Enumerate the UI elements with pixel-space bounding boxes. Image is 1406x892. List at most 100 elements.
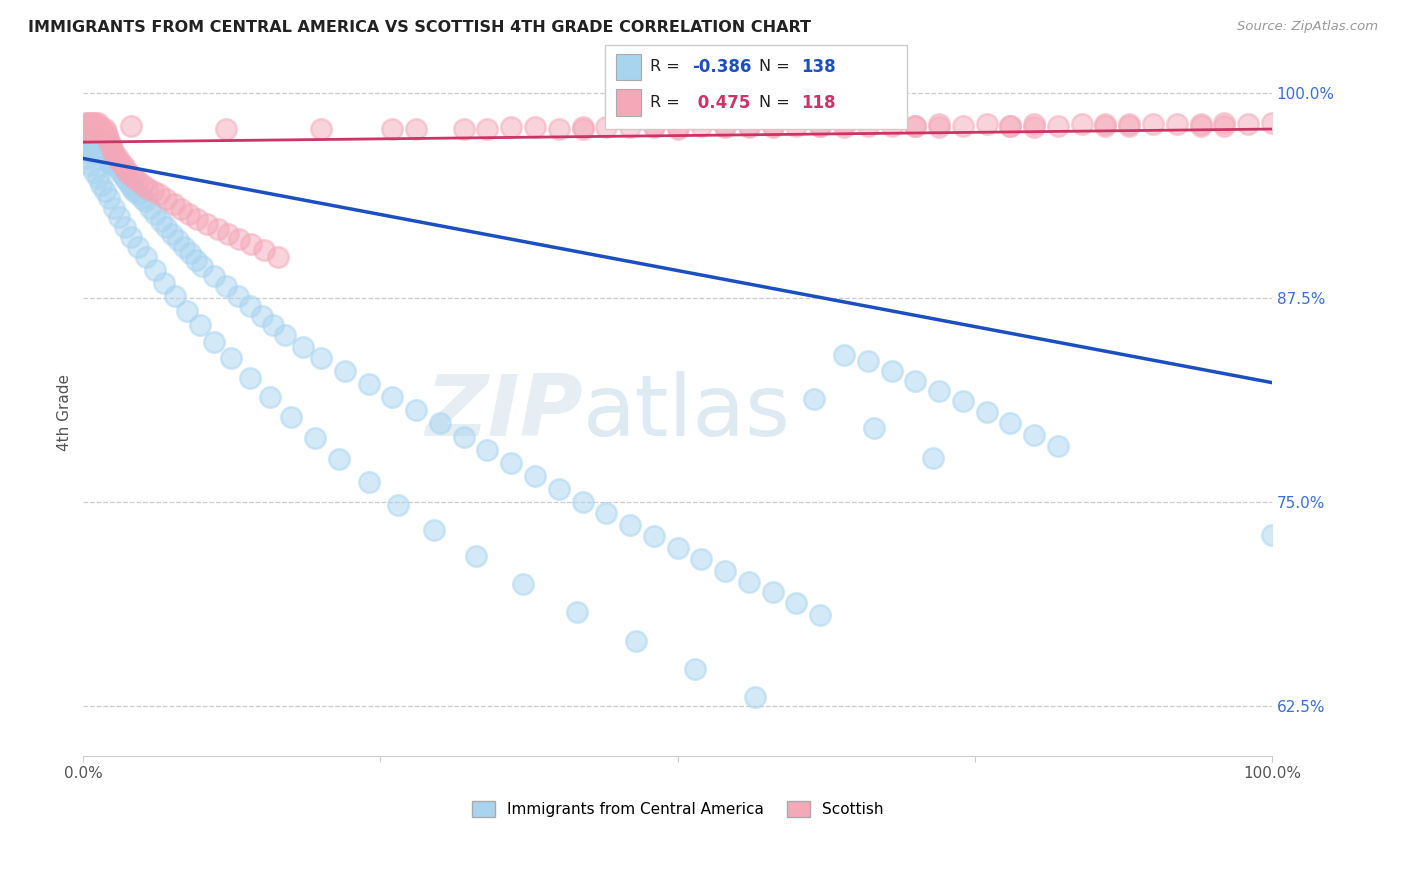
Point [80, 125, 103, 139]
Point [571, 120, 593, 135]
Point [803, 392, 825, 406]
Point [89, 122, 111, 136]
Point [856, 119, 879, 133]
Point [215, 122, 238, 136]
Point [86, 125, 108, 139]
Point [89, 138, 111, 153]
Point [107, 152, 129, 166]
Point [93, 125, 115, 139]
Point [76, 152, 98, 166]
Point [84, 138, 107, 153]
Point [1189, 119, 1212, 133]
Point [136, 181, 159, 195]
Point [186, 252, 208, 267]
Point [188, 318, 211, 333]
Point [785, 596, 807, 610]
Point [82, 122, 104, 136]
Point [744, 690, 766, 704]
Point [785, 119, 807, 133]
Point [101, 154, 124, 169]
Point [595, 507, 617, 521]
Point [1118, 119, 1140, 133]
Point [1213, 119, 1236, 133]
Point [101, 145, 124, 159]
Point [90, 135, 112, 149]
Point [127, 174, 149, 188]
Point [86, 142, 108, 156]
Point [501, 456, 523, 470]
Point [904, 119, 927, 133]
Point [328, 452, 350, 467]
Point [250, 309, 273, 323]
Point [1261, 115, 1284, 129]
Point [104, 148, 127, 162]
Point [77, 115, 100, 129]
Point [333, 364, 356, 378]
Legend: Immigrants from Central America, Scottish: Immigrants from Central America, Scottis… [465, 796, 890, 823]
Point [738, 575, 761, 590]
Point [98, 191, 121, 205]
Point [170, 202, 193, 217]
Point [80, 119, 103, 133]
Point [120, 119, 142, 133]
Point [571, 495, 593, 509]
Point [1213, 115, 1236, 129]
Text: IMMIGRANTS FROM CENTRAL AMERICA VS SCOTTISH 4TH GRADE CORRELATION CHART: IMMIGRANTS FROM CENTRAL AMERICA VS SCOTT… [28, 20, 811, 35]
Point [423, 523, 446, 537]
Point [1000, 119, 1022, 133]
Point [405, 122, 427, 136]
Point [162, 227, 184, 241]
Point [387, 498, 409, 512]
Point [121, 181, 143, 195]
Point [127, 187, 149, 202]
Point [523, 120, 546, 135]
Point [132, 178, 155, 192]
Point [565, 605, 588, 619]
Y-axis label: 4th Grade: 4th Grade [58, 374, 72, 450]
Point [86, 135, 108, 149]
Point [714, 119, 737, 133]
Point [405, 403, 427, 417]
Point [381, 122, 404, 136]
Point [239, 299, 262, 313]
Point [309, 351, 332, 365]
Text: Source: ZipAtlas.com: Source: ZipAtlas.com [1237, 20, 1378, 33]
Point [104, 158, 127, 172]
Text: R =: R = [650, 95, 685, 110]
Point [643, 120, 665, 135]
Point [666, 120, 689, 135]
Point [82, 138, 104, 153]
Point [76, 145, 98, 159]
Point [904, 119, 927, 133]
Point [77, 132, 100, 146]
Point [131, 191, 153, 205]
Point [357, 377, 380, 392]
Point [76, 132, 98, 146]
Point [1118, 117, 1140, 131]
Point [1142, 117, 1164, 131]
Point [523, 468, 546, 483]
Point [83, 142, 105, 156]
Point [77, 125, 100, 139]
Point [124, 184, 146, 198]
Point [808, 119, 831, 133]
Point [94, 142, 117, 156]
Point [357, 475, 380, 490]
Point [928, 117, 950, 131]
Point [453, 429, 475, 443]
Point [1000, 417, 1022, 431]
Point [163, 289, 186, 303]
Point [87, 119, 110, 133]
Point [82, 115, 104, 129]
Point [148, 187, 170, 202]
Point [429, 417, 451, 431]
Point [1024, 120, 1046, 135]
Point [1070, 117, 1092, 131]
Point [98, 154, 121, 169]
Point [143, 262, 166, 277]
Point [976, 117, 998, 131]
Point [84, 132, 107, 146]
Point [127, 240, 149, 254]
Point [83, 125, 105, 139]
Point [111, 168, 134, 182]
